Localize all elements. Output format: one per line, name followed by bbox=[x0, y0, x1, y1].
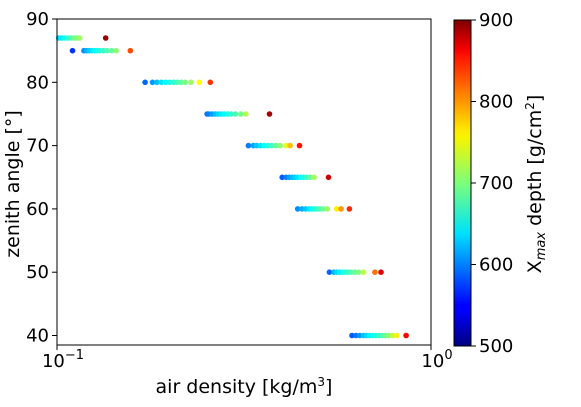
x-axis-label: air density [kg/m3] bbox=[156, 375, 333, 398]
data-point bbox=[266, 111, 273, 117]
data-point bbox=[76, 35, 83, 41]
data-point bbox=[196, 79, 202, 86]
colorbar-tick-label: 900 bbox=[479, 10, 513, 31]
x-ticks: 10−1 100 bbox=[42, 345, 453, 372]
data-point bbox=[378, 269, 384, 276]
colorbar-tick-label: 500 bbox=[479, 336, 513, 357]
y-tick-label: 50 bbox=[26, 262, 49, 283]
y-tick-label: 40 bbox=[26, 326, 49, 347]
y-tick-label: 60 bbox=[26, 199, 49, 220]
data-point bbox=[108, 47, 115, 54]
data-point bbox=[403, 332, 409, 339]
data-point bbox=[355, 269, 362, 276]
data-point bbox=[162, 79, 169, 86]
y-axis-label: zenith angle [°] bbox=[2, 110, 24, 258]
data-point bbox=[207, 79, 214, 86]
data-point bbox=[243, 111, 249, 117]
data-point bbox=[307, 174, 313, 181]
colorbar-label: Xmax depth [g/cm2] bbox=[523, 95, 549, 274]
data-point bbox=[232, 111, 239, 117]
data-point bbox=[325, 174, 332, 181]
data-point bbox=[394, 332, 400, 339]
colorbar-tick-label: 600 bbox=[479, 255, 513, 276]
data-point bbox=[170, 79, 177, 86]
data-point bbox=[283, 142, 290, 149]
data-point bbox=[102, 35, 109, 41]
data-point bbox=[238, 111, 244, 117]
x-tick-label: 10−1 bbox=[42, 348, 84, 372]
data-point bbox=[346, 206, 353, 212]
data-point bbox=[158, 79, 165, 86]
data-point bbox=[154, 79, 160, 86]
data-point bbox=[273, 142, 279, 149]
colorbar-tick-label: 700 bbox=[479, 173, 513, 194]
data-point bbox=[113, 47, 119, 54]
data-point bbox=[338, 206, 344, 212]
data-point bbox=[268, 142, 275, 149]
data-point bbox=[264, 142, 271, 149]
data-point bbox=[360, 269, 367, 276]
data-point bbox=[294, 206, 301, 212]
data-point bbox=[296, 142, 303, 149]
y-tick-label: 90 bbox=[26, 9, 49, 30]
data-point bbox=[142, 79, 148, 86]
data-point bbox=[166, 79, 173, 86]
data-point bbox=[372, 269, 378, 276]
data-point bbox=[389, 332, 396, 339]
colorbar-tick-label: 800 bbox=[479, 92, 513, 113]
data-point bbox=[188, 79, 194, 86]
data-point bbox=[324, 206, 331, 212]
colorbar bbox=[453, 19, 472, 347]
data-point bbox=[127, 47, 134, 54]
y-tick-label: 80 bbox=[26, 72, 49, 93]
data-point bbox=[104, 47, 110, 54]
y-ticks: 40 50 60 70 80 90 bbox=[26, 9, 57, 347]
data-point bbox=[320, 206, 327, 212]
data-point bbox=[326, 269, 333, 276]
data-point bbox=[245, 142, 252, 149]
data-point bbox=[287, 142, 293, 149]
data-point bbox=[149, 79, 156, 86]
data-point bbox=[69, 47, 76, 54]
points-layer bbox=[55, 35, 409, 339]
x-tick-label: 100 bbox=[421, 348, 452, 372]
colorbar-ticks: 500 600 700 800 900 bbox=[471, 10, 513, 357]
data-point bbox=[228, 111, 234, 117]
plot-frame bbox=[56, 18, 432, 346]
data-point bbox=[182, 79, 188, 86]
data-point bbox=[334, 206, 340, 212]
y-tick-label: 70 bbox=[26, 136, 49, 157]
data-point bbox=[279, 174, 286, 181]
data-point bbox=[277, 142, 283, 149]
data-point bbox=[311, 174, 317, 181]
data-point bbox=[385, 332, 392, 339]
data-point bbox=[349, 332, 355, 339]
